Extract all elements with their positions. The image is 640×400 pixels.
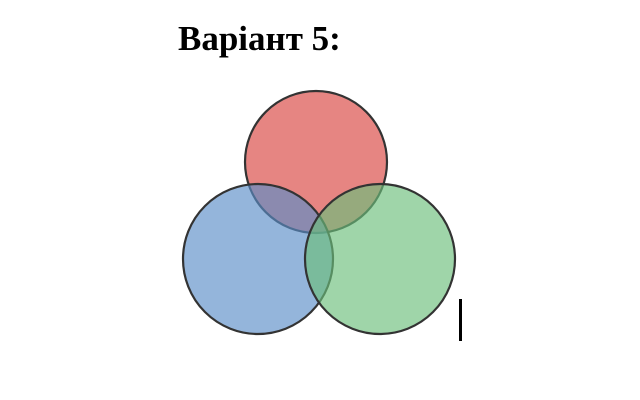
variant-title: Варіант 5: [178, 19, 341, 58]
green-circle[interactable] [303, 182, 457, 336]
text-cursor [459, 299, 462, 341]
